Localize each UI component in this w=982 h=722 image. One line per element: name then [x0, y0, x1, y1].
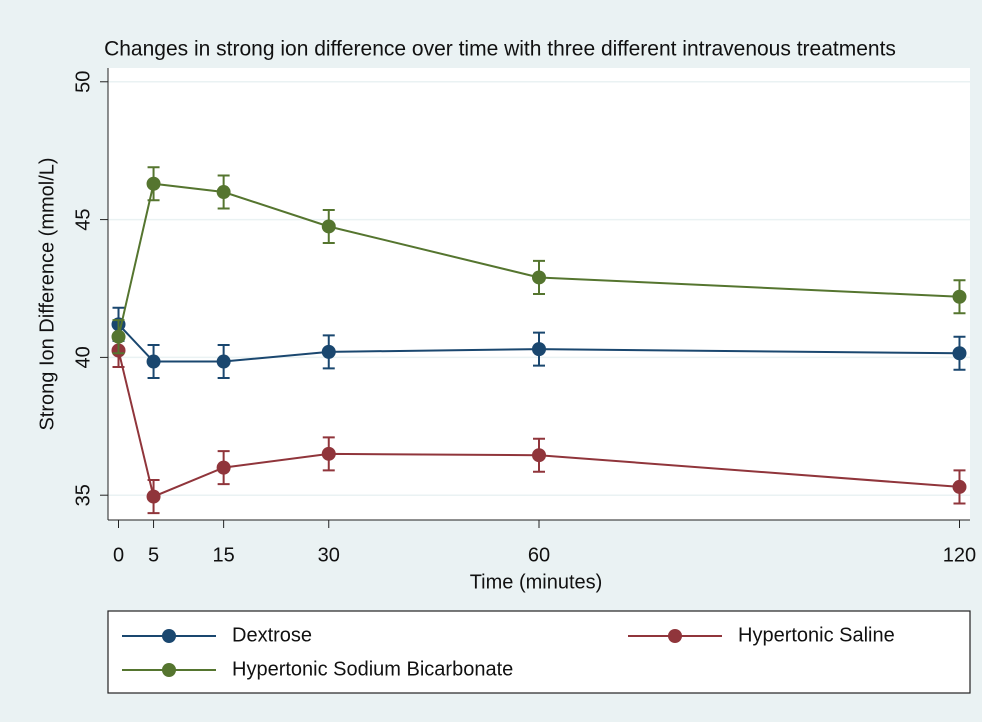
legend-label: Dextrose [232, 624, 312, 646]
x-tick-label: 120 [943, 544, 976, 566]
x-tick-label: 0 [113, 544, 124, 566]
point [952, 289, 967, 304]
y-tick-label: 45 [72, 208, 94, 230]
point [146, 354, 161, 369]
point [321, 446, 336, 461]
y-tick-label: 40 [72, 346, 94, 368]
point [111, 329, 126, 344]
y-axis-label: Strong Ion Difference (mmol/L) [36, 157, 58, 430]
point [952, 479, 967, 494]
point [532, 448, 546, 463]
x-tick-label: 30 [318, 544, 340, 566]
legend-marker [162, 663, 176, 677]
point [321, 344, 336, 359]
x-tick-label: 60 [528, 544, 550, 566]
point [321, 219, 336, 234]
point [216, 185, 231, 200]
x-axis-label: Time (minutes) [470, 571, 603, 593]
legend-label: Hypertonic Sodium Bicarbonate [232, 658, 513, 680]
x-tick-label: 15 [213, 544, 235, 566]
point [146, 176, 161, 191]
chart-title: Changes in strong ion difference over ti… [104, 38, 896, 61]
point [952, 346, 967, 361]
point [532, 270, 546, 285]
point [216, 354, 231, 369]
y-tick-label: 35 [72, 484, 94, 506]
point [532, 342, 546, 357]
legend [107, 610, 971, 694]
point [146, 489, 161, 504]
series-line [117, 323, 960, 363]
series-line [117, 182, 960, 337]
legend-marker [668, 629, 682, 643]
legend-marker [162, 629, 176, 643]
x-tick-label: 5 [148, 544, 159, 566]
legend-label: Hypertonic Saline [738, 624, 895, 646]
point [216, 460, 231, 475]
series-line [117, 350, 960, 498]
y-tick-label: 50 [72, 71, 94, 93]
